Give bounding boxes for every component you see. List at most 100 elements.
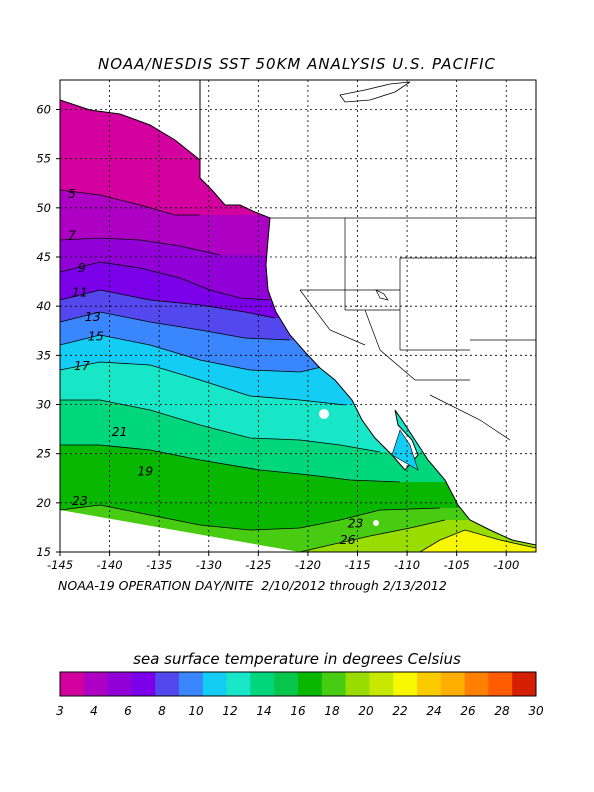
x-tick-label: -100 — [493, 558, 519, 572]
legend-tick-label: 30 — [528, 704, 544, 718]
legend-swatch — [250, 672, 275, 696]
hudson-region-coast — [339, 81, 411, 103]
x-tick-label: -125 — [245, 558, 271, 572]
legend-swatch — [464, 672, 489, 696]
state-border — [299, 289, 366, 346]
contour-label: 21 — [112, 424, 128, 439]
island-marker — [373, 520, 379, 526]
sst-band — [300, 520, 536, 552]
isotherm-line — [299, 519, 446, 552]
legend-tick-label: 6 — [124, 704, 132, 718]
legend-swatch — [202, 672, 227, 696]
legend-title: sea surface temperature in degrees Celsi… — [133, 650, 461, 668]
legend-swatch — [345, 672, 370, 696]
map-subtitle: NOAA-19 OPERATION DAY/NITE 2/10/2012 thr… — [58, 578, 447, 593]
alaska-land — [60, 80, 201, 162]
legend-tick-label: 28 — [494, 704, 510, 718]
contour-label: 5 — [68, 186, 76, 201]
contour-labels: 5 7 9 11 13 15 17 19 21 23 23 26 — [68, 186, 364, 547]
y-tick-label: 45 — [36, 250, 51, 264]
land-mass — [60, 80, 536, 546]
isotherm-line — [60, 504, 441, 531]
y-tick-label: 55 — [36, 152, 51, 166]
contour-label: 11 — [72, 284, 88, 299]
legend-tick-label: 22 — [392, 704, 407, 718]
legend-swatch — [155, 672, 180, 696]
y-tick-label: 30 — [36, 398, 51, 412]
legend-swatch — [417, 672, 442, 696]
isotherm-line — [60, 399, 381, 453]
contour-label: 19 — [137, 463, 153, 478]
legend-frame — [59, 671, 537, 697]
legend-swatch — [179, 672, 204, 696]
x-tick-label: -135 — [146, 558, 172, 572]
x-tick-label: -140 — [97, 558, 123, 572]
isotherm-line — [60, 261, 271, 301]
island-marker — [319, 409, 329, 419]
legend-tick-label: 18 — [324, 704, 340, 718]
x-tick-label: -115 — [344, 558, 370, 572]
legend-swatch — [60, 672, 85, 696]
legend-swatch — [440, 672, 465, 696]
lat-lon-grid — [60, 80, 536, 552]
legend-tick-label: 3 — [56, 704, 64, 718]
north-america-land — [199, 80, 536, 546]
contour-label: 26 — [340, 532, 356, 547]
contour-label: 13 — [85, 309, 101, 324]
map-title: NOAA/NESDIS SST 50KM ANALYSIS U.S. PACIF… — [97, 55, 496, 73]
isotherm-line — [60, 189, 200, 216]
isotherm-line — [419, 529, 536, 552]
isotherm-line — [60, 311, 291, 341]
state-border — [429, 394, 511, 441]
legend-swatch — [107, 672, 132, 696]
isotherm-line — [60, 444, 401, 483]
y-tick-label: 15 — [36, 545, 51, 559]
legend-swatch — [393, 672, 418, 696]
gulf-of-california — [391, 429, 419, 471]
legend-swatch — [274, 672, 299, 696]
color-legend-bar: 3 4 6 8 10 12 14 16 18 20 22 24 26 28 30 — [56, 671, 544, 718]
y-tick-label: 40 — [36, 299, 51, 313]
legend-tick-label: 14 — [256, 704, 271, 718]
map-frame — [59, 79, 537, 553]
contour-label: 17 — [74, 358, 90, 373]
y-tick-label: 25 — [36, 447, 51, 461]
x-tick-label: -120 — [295, 558, 321, 572]
state-border — [364, 309, 416, 381]
x-tick-label: -110 — [394, 558, 420, 572]
x-tick-label: -130 — [196, 558, 222, 572]
legend-tick-label: 20 — [358, 704, 374, 718]
y-tick-label: 20 — [36, 496, 51, 510]
contour-label: 23 — [72, 493, 88, 508]
legend-tick-label: 26 — [460, 704, 476, 718]
x-tick-label: -105 — [444, 558, 470, 572]
legend-swatch — [321, 672, 346, 696]
great-salt-lake — [375, 289, 389, 301]
legend-swatch — [512, 672, 537, 696]
legend-swatch — [488, 672, 513, 696]
legend-tick-label: 4 — [90, 704, 98, 718]
y-tick-label: 50 — [36, 201, 51, 215]
legend-swatch — [131, 672, 156, 696]
x-tick-label: -145 — [47, 558, 73, 572]
legend-tick-label: 24 — [426, 704, 441, 718]
legend-swatch — [83, 672, 108, 696]
isotherm-line — [60, 361, 346, 406]
isotherm-line — [60, 237, 221, 256]
axis-ticks: -145 -140 -135 -130 -125 -120 -115 -110 -105 -100… — [36, 103, 519, 573]
contour-label: 23 — [348, 515, 364, 530]
isotherm-line — [60, 334, 331, 373]
legend-swatch — [369, 672, 394, 696]
isotherm-line — [60, 289, 276, 319]
legend-swatch — [226, 672, 251, 696]
sst-band — [60, 400, 536, 482]
contour-label: 7 — [68, 227, 76, 242]
contour-label: 15 — [88, 329, 104, 344]
legend-tick-label: 16 — [290, 704, 306, 718]
legend-swatch — [298, 672, 323, 696]
legend-tick-label: 8 — [158, 704, 166, 718]
y-tick-label: 35 — [36, 348, 51, 362]
legend-tick-label: 12 — [222, 704, 237, 718]
sst-band — [60, 530, 536, 552]
